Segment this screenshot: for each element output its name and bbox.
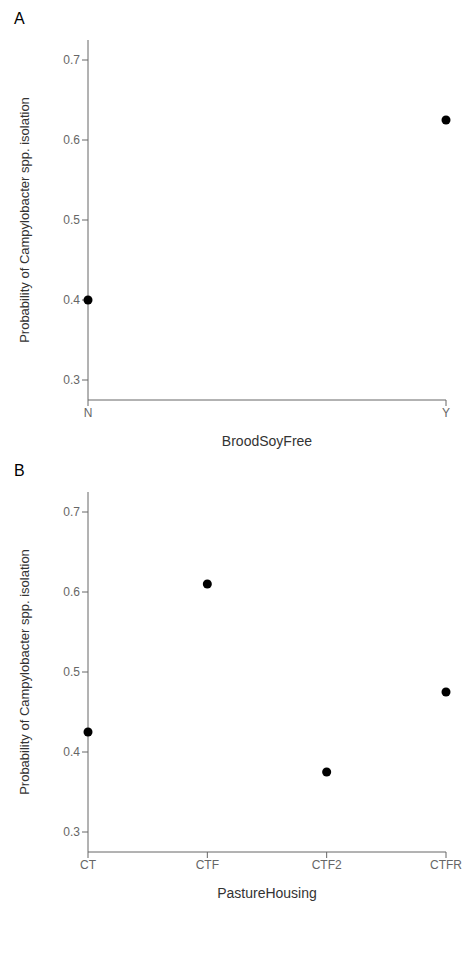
svg-text:BroodSoyFree: BroodSoyFree xyxy=(222,433,312,449)
svg-text:0.7: 0.7 xyxy=(63,53,80,67)
svg-text:0.3: 0.3 xyxy=(63,825,80,839)
html-text:A: A xyxy=(14,10,25,27)
html-text:B: B xyxy=(14,462,25,479)
svg-text:CTF: CTF xyxy=(196,858,219,872)
svg-text:0.6: 0.6 xyxy=(63,133,80,147)
svg-text:0.5: 0.5 xyxy=(63,665,80,679)
svg-text:0.5: 0.5 xyxy=(63,213,80,227)
svg-text:0.4: 0.4 xyxy=(63,745,80,759)
svg-text:CTFR: CTFR xyxy=(430,858,462,872)
svg-text:CT: CT xyxy=(80,858,97,872)
svg-text:Y: Y xyxy=(442,406,450,420)
svg-text:0.4: 0.4 xyxy=(63,293,80,307)
svg-text:Probability of Campylobacter s: Probability of Campylobacter spp. isolat… xyxy=(17,97,32,343)
svg-text:0.7: 0.7 xyxy=(63,505,80,519)
svg-text:0.6: 0.6 xyxy=(63,585,80,599)
svg-text:0.3: 0.3 xyxy=(63,373,80,387)
svg-text:N: N xyxy=(84,406,93,420)
svg-text:PastureHousing: PastureHousing xyxy=(217,885,317,901)
svg-text:Probability of Campylobacter s: Probability of Campylobacter spp. isolat… xyxy=(17,549,32,795)
svg-text:CTF2: CTF2 xyxy=(312,858,342,872)
